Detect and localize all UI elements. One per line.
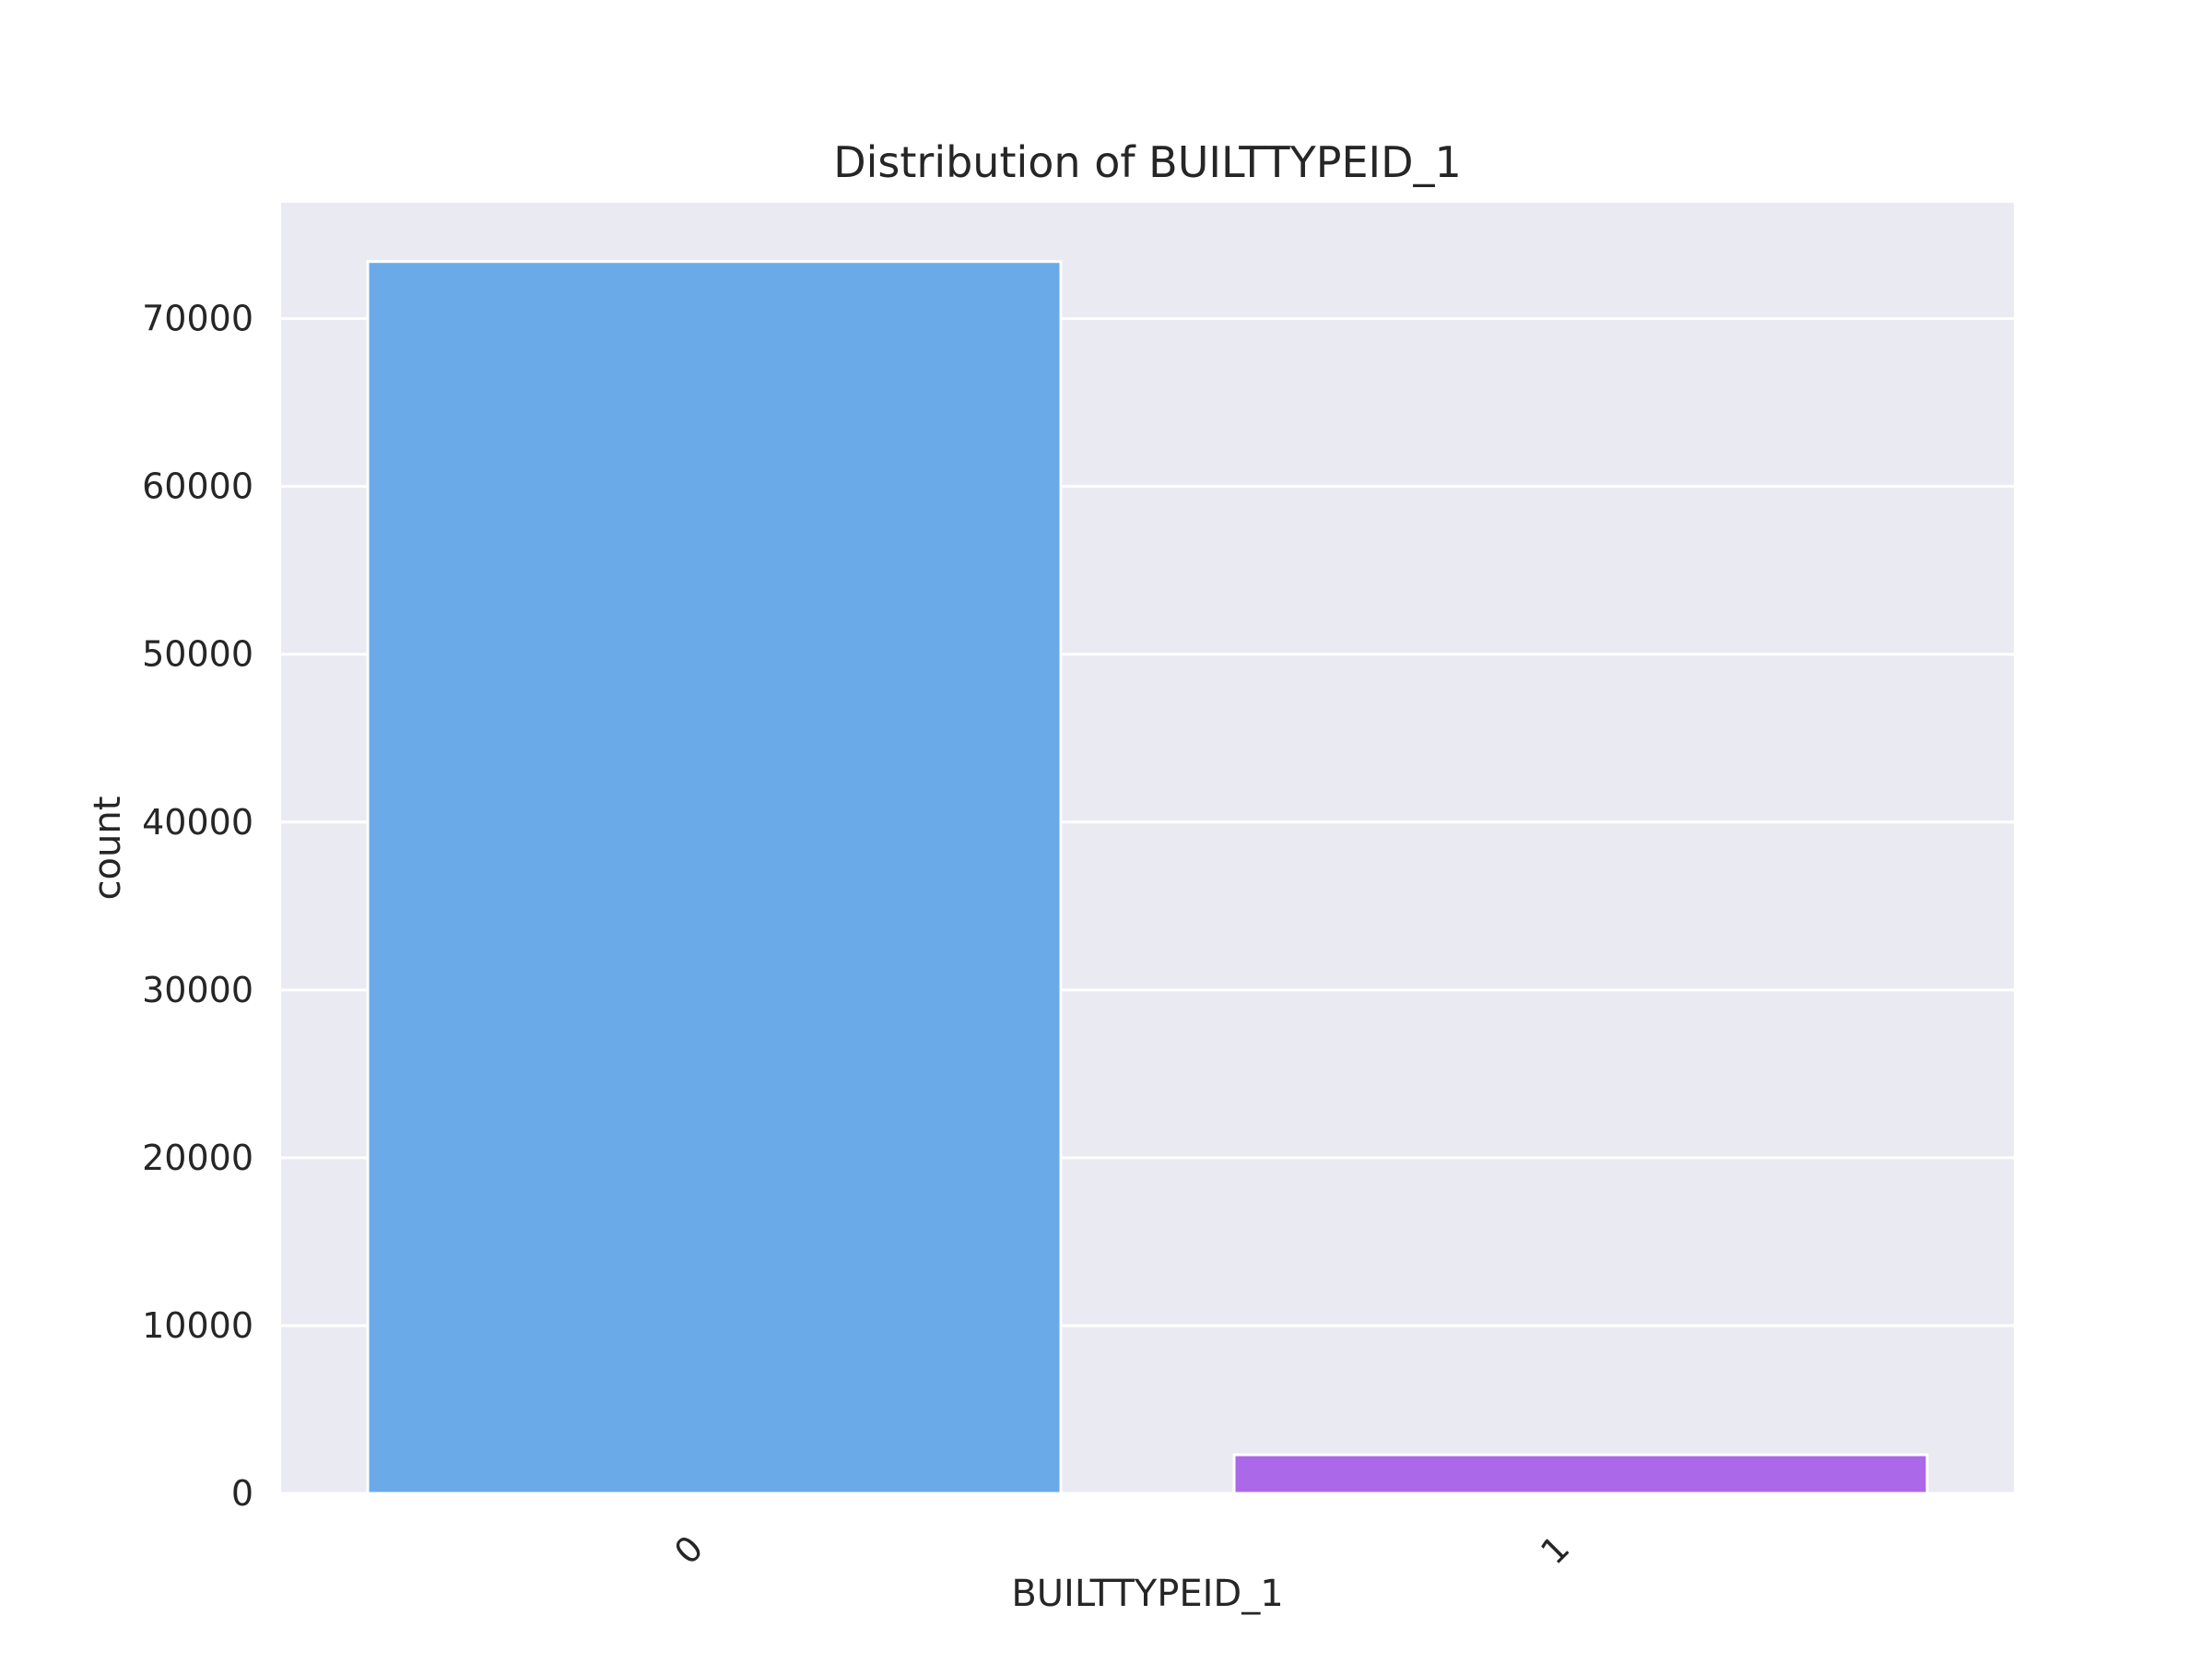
chart-title: Distribution of BUILTTYPEID_1 (833, 137, 1462, 187)
y-tick-label: 0 (231, 1473, 253, 1514)
y-axis-label: count (87, 796, 129, 901)
y-tick-label: 60000 (142, 466, 253, 507)
y-tick-label: 20000 (142, 1138, 253, 1178)
y-tick-labels: 0 10000 20000 30000 40000 50000 60000 70000 (142, 299, 253, 1514)
y-tick-label: 40000 (142, 802, 253, 843)
y-tick-label: 70000 (142, 299, 253, 339)
bar-1 (1232, 1453, 1929, 1495)
y-tick-label: 10000 (142, 1305, 253, 1346)
x-axis-label: BUILTTYPEID_1 (1011, 1573, 1283, 1615)
x-tick-label: 0 (666, 1527, 711, 1572)
bar-0 (366, 260, 1063, 1495)
bars (366, 260, 1929, 1495)
x-tick-label: 1 (1533, 1527, 1577, 1572)
y-tick-label: 30000 (142, 970, 253, 1010)
y-tick-label: 50000 (142, 634, 253, 675)
